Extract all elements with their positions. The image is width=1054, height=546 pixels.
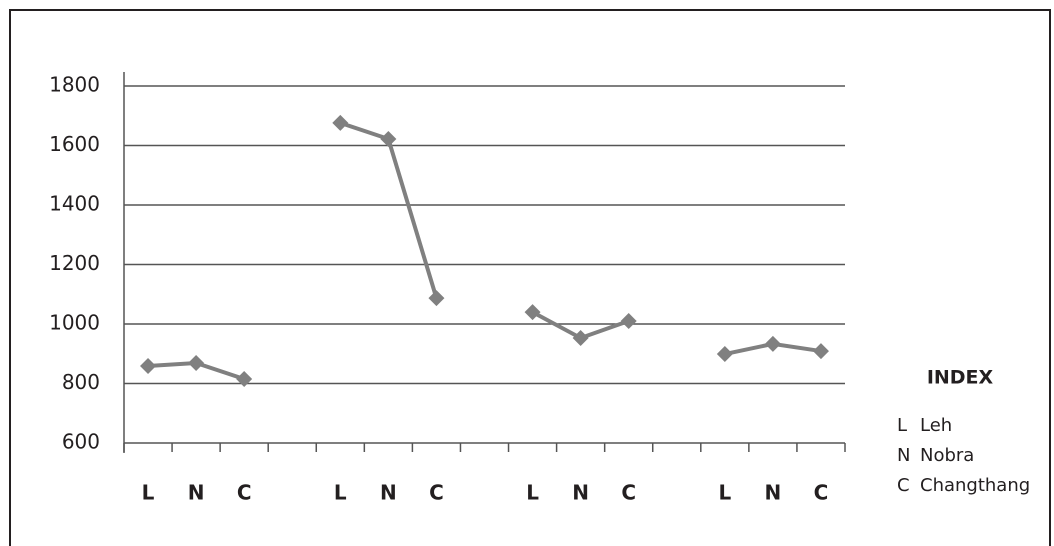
marker xyxy=(812,343,829,360)
x-tick-label: N xyxy=(188,481,205,505)
marker xyxy=(524,304,541,321)
x-tick-label: L xyxy=(526,481,539,505)
index-label: Changthang xyxy=(920,475,1030,496)
marker xyxy=(380,130,397,147)
y-tick-label: 1800 xyxy=(49,73,100,97)
marker xyxy=(572,329,589,346)
marker xyxy=(716,346,733,363)
x-tick-label: N xyxy=(765,481,782,505)
marker xyxy=(764,335,781,352)
index-label: Nobra xyxy=(920,445,974,466)
x-tick-label: L xyxy=(334,481,347,505)
y-tick-label: 800 xyxy=(62,370,100,394)
marker xyxy=(236,371,253,388)
y-tick-label: 1600 xyxy=(49,132,100,156)
x-tick-label: C xyxy=(814,481,829,505)
y-tick-label: 1400 xyxy=(49,192,100,216)
x-tick-label: N xyxy=(572,481,589,505)
x-tick-label: L xyxy=(142,481,155,505)
frame xyxy=(9,9,1051,546)
y-tick-label: 600 xyxy=(62,430,100,454)
marker xyxy=(620,313,637,330)
x-tick-label: C xyxy=(429,481,444,505)
index-label: Leh xyxy=(920,415,952,436)
marker xyxy=(188,354,205,371)
x-tick-label: C xyxy=(237,481,252,505)
x-tick-label: N xyxy=(380,481,397,505)
x-tick-label: C xyxy=(621,481,636,505)
y-tick-label: 1000 xyxy=(49,311,100,335)
index-key: C xyxy=(897,475,910,496)
index-title: INDEX xyxy=(927,367,994,389)
index-key: L xyxy=(897,415,907,436)
marker xyxy=(332,114,349,131)
marker xyxy=(140,357,157,374)
marker xyxy=(428,290,445,307)
index-key: N xyxy=(897,445,910,466)
series-line xyxy=(339,120,439,299)
y-tick-label: 1200 xyxy=(49,251,100,275)
x-tick-label: L xyxy=(718,481,731,505)
